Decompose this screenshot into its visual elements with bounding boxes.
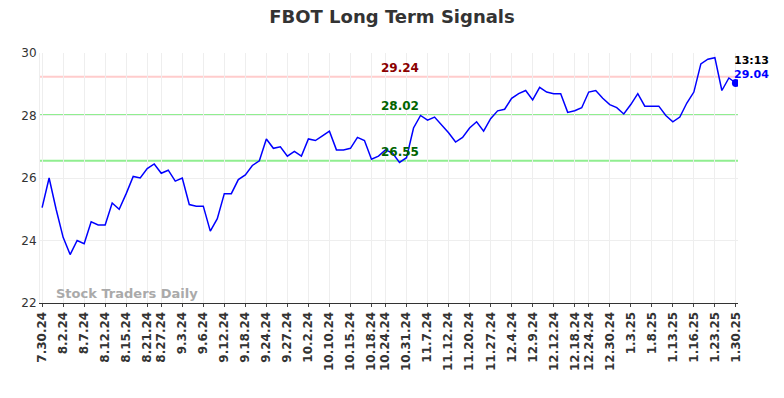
svg-text:10.24.24: 10.24.24 (378, 312, 392, 371)
svg-text:12.30.24: 12.30.24 (603, 312, 617, 371)
svg-text:1.16.25: 1.16.25 (687, 312, 701, 363)
svg-text:12.24.24: 12.24.24 (582, 312, 596, 371)
svg-text:Stock Traders Daily: Stock Traders Daily (56, 286, 198, 301)
svg-text:22: 22 (21, 296, 36, 310)
svg-text:1.30.25: 1.30.25 (729, 312, 743, 363)
svg-text:10.2.24: 10.2.24 (301, 312, 315, 363)
svg-text:8.15.24: 8.15.24 (119, 312, 133, 363)
svg-text:10.18.24: 10.18.24 (364, 312, 378, 371)
svg-text:12.9.24: 12.9.24 (526, 312, 540, 363)
svg-text:8.7.24: 8.7.24 (77, 312, 91, 355)
svg-text:9.24.24: 9.24.24 (259, 312, 273, 363)
svg-text:FBOT Long Term Signals: FBOT Long Term Signals (269, 6, 515, 27)
svg-text:11.20.24: 11.20.24 (462, 312, 476, 371)
svg-text:9.3.24: 9.3.24 (175, 312, 189, 355)
svg-text:30: 30 (21, 46, 36, 60)
svg-text:1.23.25: 1.23.25 (708, 312, 722, 363)
svg-text:8.27.24: 8.27.24 (154, 312, 168, 363)
svg-text:1.8.25: 1.8.25 (645, 312, 659, 355)
svg-text:28: 28 (21, 109, 36, 123)
svg-text:1.3.25: 1.3.25 (624, 312, 638, 355)
svg-text:11.12.24: 11.12.24 (441, 312, 455, 371)
svg-text:1.13.25: 1.13.25 (666, 312, 680, 363)
svg-text:28.02: 28.02 (381, 99, 419, 113)
svg-text:7.30.24: 7.30.24 (35, 312, 49, 363)
svg-text:10.15.24: 10.15.24 (343, 312, 357, 371)
svg-text:12.12.24: 12.12.24 (547, 312, 561, 371)
svg-text:10.31.24: 10.31.24 (399, 312, 413, 371)
svg-text:26: 26 (21, 171, 36, 185)
svg-text:26.55: 26.55 (381, 145, 419, 159)
svg-text:12.4.24: 12.4.24 (505, 312, 519, 363)
svg-text:9.6.24: 9.6.24 (196, 312, 210, 355)
svg-text:10.10.24: 10.10.24 (322, 312, 336, 371)
svg-text:11.7.24: 11.7.24 (420, 312, 434, 363)
svg-text:11.27.24: 11.27.24 (484, 312, 498, 371)
svg-text:9.18.24: 9.18.24 (238, 312, 252, 363)
svg-text:29.24: 29.24 (381, 61, 419, 75)
svg-text:12.18.24: 12.18.24 (568, 312, 582, 371)
svg-text:13:13: 13:13 (734, 54, 769, 67)
svg-text:29.04: 29.04 (734, 68, 769, 81)
svg-text:8.12.24: 8.12.24 (98, 312, 112, 363)
svg-text:8.21.24: 8.21.24 (140, 312, 154, 363)
svg-text:24: 24 (21, 234, 36, 248)
svg-text:9.12.24: 9.12.24 (217, 312, 231, 363)
svg-text:9.27.24: 9.27.24 (280, 312, 294, 363)
svg-text:8.2.24: 8.2.24 (56, 312, 70, 355)
